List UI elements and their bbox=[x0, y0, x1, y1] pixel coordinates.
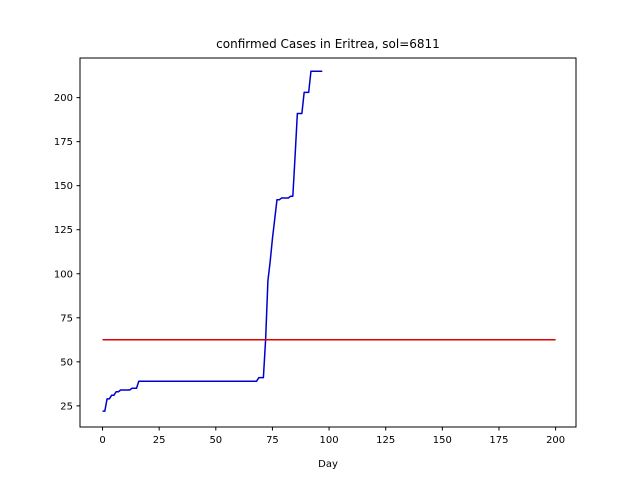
x-tick-label: 175 bbox=[489, 435, 508, 446]
y-tick-label: 25 bbox=[60, 401, 73, 412]
chart-title: confirmed Cases in Eritrea, sol=6811 bbox=[216, 37, 440, 51]
series-layer bbox=[102, 70, 556, 412]
y-tick-label: 75 bbox=[60, 313, 73, 324]
plot-area bbox=[79, 57, 577, 428]
y-tick-label: 150 bbox=[54, 181, 73, 192]
x-axis: 0 25 50 75 100 125 150 175 200 bbox=[99, 427, 565, 446]
x-axis-label: Day bbox=[318, 459, 338, 470]
x-tick-label: 200 bbox=[546, 435, 565, 446]
y-axis: 25 50 75 100 125 150 175 200 bbox=[54, 93, 80, 412]
series-line-1 bbox=[102, 70, 323, 412]
x-tick-label: 125 bbox=[376, 435, 395, 446]
y-tick-label: 200 bbox=[54, 93, 73, 104]
y-tick-label: 100 bbox=[54, 269, 73, 280]
y-tick-label: 125 bbox=[54, 225, 73, 236]
x-tick-label: 25 bbox=[153, 435, 166, 446]
x-tick-label: 75 bbox=[266, 435, 279, 446]
y-tick-label: 175 bbox=[54, 137, 73, 148]
x-tick-label: 50 bbox=[209, 435, 222, 446]
y-tick-label: 50 bbox=[60, 357, 73, 368]
x-tick-label: 0 bbox=[99, 435, 105, 446]
x-tick-label: 100 bbox=[320, 435, 339, 446]
x-tick-label: 150 bbox=[433, 435, 452, 446]
